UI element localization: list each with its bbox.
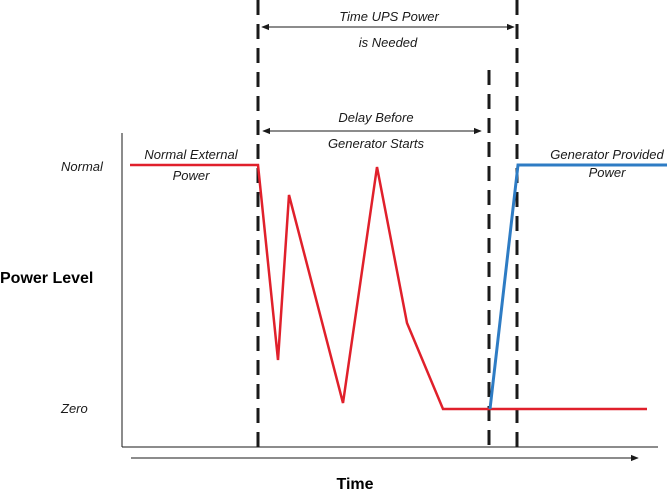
y-axis-label: Power Level	[0, 270, 93, 287]
generator-power-label-line1: Generator Provided	[550, 147, 664, 162]
generator-power-label-line2: Power	[589, 165, 627, 180]
delay-label-line1: Delay Before	[338, 110, 413, 125]
generator-power-trace	[488, 163, 667, 410]
zero-level-label: Zero	[60, 401, 88, 416]
normal-level-label: Normal	[61, 159, 104, 174]
ups-needed-label-line2: is Needed	[359, 35, 418, 50]
utility-power-trace	[130, 163, 647, 411]
x-axis-label: Time	[336, 476, 373, 490]
external-power-label-line1: Normal External	[144, 147, 238, 162]
external-power-label-line2: Power	[173, 168, 211, 183]
delay-label-line2: Generator Starts	[328, 136, 425, 151]
ups-needed-label-line1: Time UPS Power	[339, 9, 439, 24]
